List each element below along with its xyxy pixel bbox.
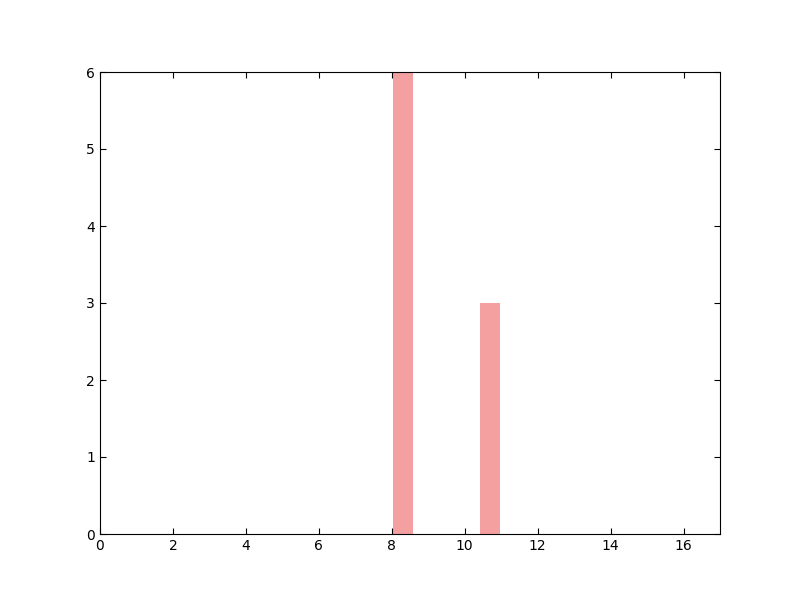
Bar — [393, 72, 413, 534]
Bar — [480, 303, 500, 534]
